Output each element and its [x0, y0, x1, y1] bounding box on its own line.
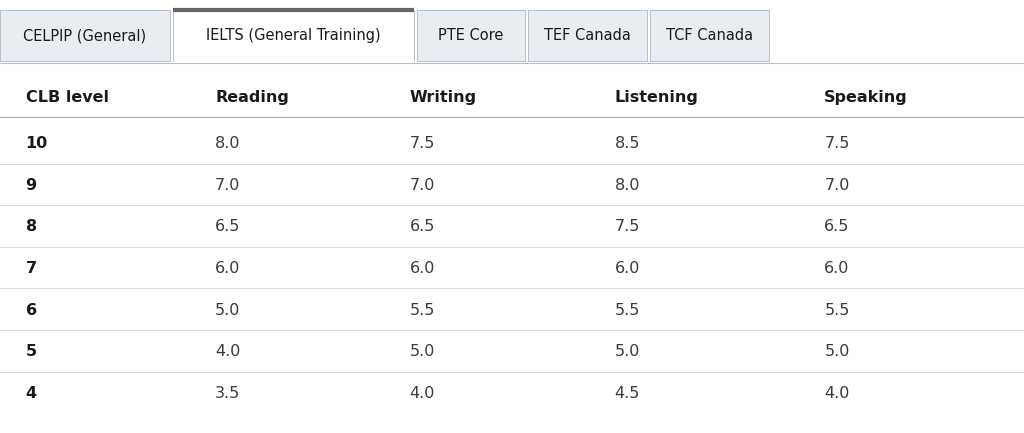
Text: 5.0: 5.0: [614, 344, 640, 359]
Text: 6.0: 6.0: [410, 261, 435, 276]
Text: 5.0: 5.0: [215, 303, 241, 317]
Bar: [0, 10, 170, 61]
Text: 7.0: 7.0: [215, 178, 241, 193]
Text: CELPIP (General): CELPIP (General): [24, 29, 146, 43]
Text: CLB level: CLB level: [26, 90, 109, 105]
Text: 5.5: 5.5: [410, 303, 435, 317]
Text: 8.5: 8.5: [614, 136, 640, 151]
Text: 7.0: 7.0: [410, 178, 435, 193]
Bar: [528, 10, 647, 61]
Text: 6.0: 6.0: [824, 261, 850, 276]
Text: 5.0: 5.0: [410, 344, 435, 359]
Text: 4.0: 4.0: [215, 344, 241, 359]
Text: Speaking: Speaking: [824, 90, 908, 105]
Text: Writing: Writing: [410, 90, 477, 105]
Text: 8: 8: [26, 220, 37, 234]
Text: IELTS (General Training): IELTS (General Training): [206, 29, 381, 43]
Text: 5.5: 5.5: [614, 303, 640, 317]
Text: 7.0: 7.0: [824, 178, 850, 193]
Bar: [173, 10, 414, 61]
Text: PTE Core: PTE Core: [438, 29, 504, 43]
Text: 5.5: 5.5: [824, 303, 850, 317]
Text: 8.0: 8.0: [614, 178, 640, 193]
Text: TCF Canada: TCF Canada: [666, 29, 754, 43]
Text: 6.5: 6.5: [215, 220, 241, 234]
Text: 9: 9: [26, 178, 37, 193]
Text: 6.0: 6.0: [215, 261, 241, 276]
Text: 7: 7: [26, 261, 37, 276]
Text: 6.0: 6.0: [614, 261, 640, 276]
Text: 5.0: 5.0: [824, 344, 850, 359]
Text: 5: 5: [26, 344, 37, 359]
Text: 7.5: 7.5: [410, 136, 435, 151]
Text: 6: 6: [26, 303, 37, 317]
Text: TEF Canada: TEF Canada: [545, 29, 631, 43]
Text: 6.5: 6.5: [824, 220, 850, 234]
Text: 10: 10: [26, 136, 48, 151]
Bar: [417, 10, 525, 61]
Text: Listening: Listening: [614, 90, 698, 105]
Text: 4.5: 4.5: [614, 386, 640, 401]
Text: 6.5: 6.5: [410, 220, 435, 234]
Text: 8.0: 8.0: [215, 136, 241, 151]
Text: 4: 4: [26, 386, 37, 401]
Bar: [650, 10, 769, 61]
Text: Reading: Reading: [215, 90, 289, 105]
Text: 4.0: 4.0: [410, 386, 435, 401]
Text: 3.5: 3.5: [215, 386, 241, 401]
Text: 7.5: 7.5: [614, 220, 640, 234]
Text: 4.0: 4.0: [824, 386, 850, 401]
Text: 7.5: 7.5: [824, 136, 850, 151]
